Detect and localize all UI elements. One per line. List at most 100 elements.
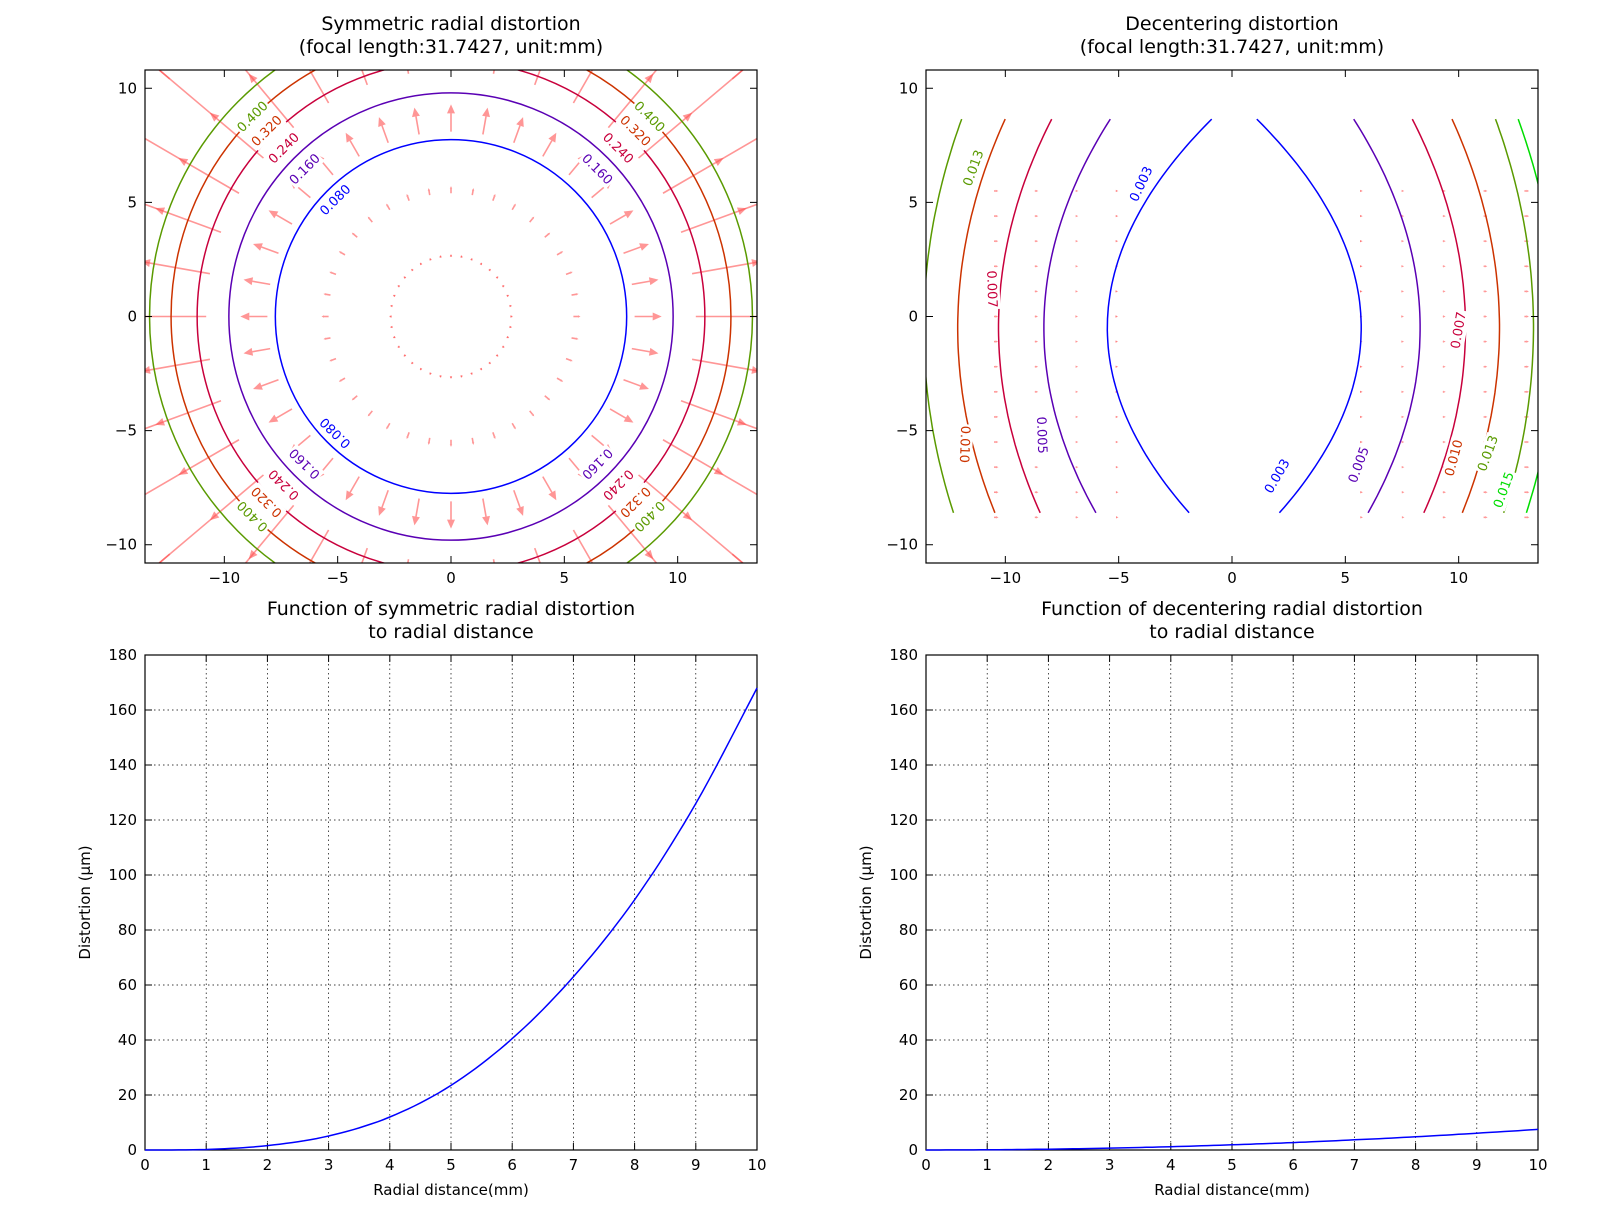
vector-arrow-head — [1401, 265, 1405, 268]
x-tick-label: 10 — [747, 1156, 766, 1174]
vector-arrow-head — [501, 285, 505, 288]
vector-arrow-head — [516, 117, 524, 127]
vector-arrow-head — [756, 312, 757, 321]
vector-arrow-shaft — [691, 358, 753, 371]
plot-area: 0.0800.0800.1600.1600.1600.1600.2400.240… — [0, 0, 1067, 916]
vector-arrow-head — [516, 506, 524, 516]
x-tick-label: 4 — [385, 1156, 395, 1174]
vector-arrow-head — [1485, 516, 1488, 519]
contour-label-bg — [577, 149, 617, 190]
vector-arrow-head — [1115, 239, 1119, 243]
vector-arrow-head — [1526, 315, 1529, 318]
y-tick-label: 160 — [889, 701, 918, 719]
vector-arrow-shaft — [687, 600, 853, 799]
vector-arrow-head — [44, 796, 53, 805]
vector-arrow-shaft — [591, 434, 607, 448]
vector-arrow-shaft — [533, 70, 541, 86]
y-tick-label: 0 — [908, 308, 918, 326]
vector-arrow-head — [390, 304, 393, 308]
vector-arrow-head — [575, 293, 579, 296]
vector-arrow-head — [429, 372, 432, 376]
vector-arrow-shaft — [813, 207, 1067, 252]
vector-arrow-shaft — [715, 137, 757, 164]
vector-arrow-shaft — [145, 369, 150, 372]
vector-arrow-head — [887, 390, 897, 398]
vector-arrow-head — [661, 906, 669, 916]
vector-arrow-head — [648, 277, 659, 286]
vector-arrow-head — [1401, 239, 1405, 243]
vector-arrow-head — [390, 325, 393, 329]
contour-label-bg — [1441, 436, 1468, 480]
vector-arrow-head — [1035, 365, 1039, 368]
vector-arrow-head — [471, 188, 475, 191]
vector-arrow-shaft — [149, 262, 211, 275]
vector-arrow-head — [1037, 528, 1047, 536]
vector-arrow-shaft — [769, 2, 992, 132]
contour-label-bg — [615, 482, 655, 522]
vector-arrow-shaft — [320, 457, 334, 473]
contour-line — [1494, 118, 1535, 514]
vector-arrow-head — [449, 186, 453, 189]
vector-arrow-shaft — [482, 116, 487, 135]
vector-arrow-shaft — [428, 437, 431, 443]
vector-arrow-shaft — [0, 101, 106, 190]
vector-arrow-head — [866, 160, 876, 168]
axes-frame — [925, 69, 1539, 564]
vector-arrow-shaft — [145, 421, 164, 430]
x-tick-label: 10 — [668, 569, 687, 587]
chart-title-line: (focal length:31.7427, unit:mm) — [299, 36, 603, 58]
contour-line — [170, 70, 732, 563]
decentering-function-panel: Function of decentering radial distortio… — [857, 598, 1548, 1199]
vector-arrow-head — [1075, 265, 1079, 268]
vector-arrow-shaft — [308, 529, 330, 563]
y-tick-label: 5 — [127, 193, 137, 211]
vector-arrow-head — [1484, 265, 1488, 268]
y-tick-label: 100 — [108, 866, 137, 884]
vector-arrow-shaft — [568, 160, 582, 176]
contour-label-bg — [615, 111, 655, 151]
y-tick-label: 160 — [108, 701, 137, 719]
contour-label: 0.003 — [1127, 164, 1156, 204]
vector-arrow-head — [449, 254, 453, 257]
vector-arrow-head — [1484, 390, 1488, 394]
vector-arrow-head — [531, 216, 535, 220]
vector-arrow-shaft — [577, 664, 665, 908]
x-tick-label: 8 — [1411, 1156, 1421, 1174]
vector-arrow-head — [495, 276, 499, 279]
vector-arrow-shaft — [796, 101, 1038, 190]
contour-label-bg — [598, 464, 638, 505]
vector-arrow-head — [1360, 365, 1363, 368]
vector-arrow-shaft — [471, 190, 474, 196]
vector-arrow-shaft — [374, 0, 398, 13]
x-tick-label: 7 — [569, 1156, 579, 1174]
vector-arrow-head — [1115, 214, 1119, 218]
y-tick-label: 80 — [118, 921, 137, 939]
y-tick-label: −5 — [896, 422, 918, 440]
vector-arrow-shaft — [406, 432, 410, 437]
x-tick-label: −10 — [990, 569, 1022, 587]
vector-arrow-head — [1035, 189, 1039, 193]
y-tick-label: 120 — [108, 811, 137, 829]
vector-arrow-shaft — [353, 395, 358, 400]
vector-arrow-shaft — [261, 378, 279, 387]
vector-arrow-head — [1443, 265, 1446, 268]
vector-arrow-shaft — [635, 637, 764, 862]
vector-arrow-head — [506, 294, 510, 298]
vector-arrow-head — [470, 372, 473, 376]
symmetric-function-panel: Function of symmetric radial distortiont… — [76, 598, 767, 1199]
vector-arrow-head — [569, 271, 573, 274]
vector-arrow-head — [1484, 340, 1488, 343]
contour-line — [1106, 118, 1213, 514]
x-tick-label: −10 — [209, 569, 241, 587]
y-tick-label: 20 — [899, 1086, 918, 1104]
vector-arrow-shaft — [623, 378, 641, 387]
vector-arrow-head — [392, 335, 396, 339]
axes-frame — [925, 654, 1539, 1151]
vector-arrow-head — [1115, 315, 1119, 318]
vector-arrow-shaft — [237, 664, 325, 908]
vector-arrow-shaft — [253, 80, 295, 129]
y-tick-label: 40 — [899, 1031, 918, 1049]
vector-arrow-shaft — [571, 337, 577, 340]
vector-arrow-head — [1485, 491, 1488, 494]
